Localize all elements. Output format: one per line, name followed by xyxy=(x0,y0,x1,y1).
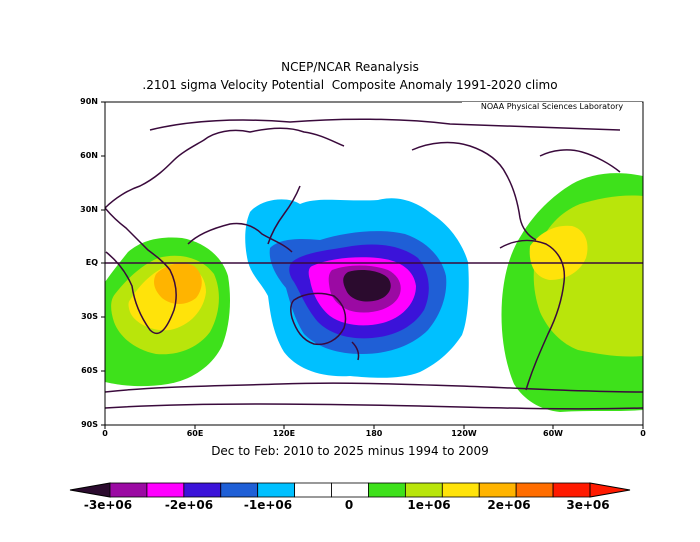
colorbar-label-pos1: 1e+06 xyxy=(407,498,451,512)
colorbar-swatch xyxy=(331,482,369,498)
period-label: Dec to Feb: 2010 to 2025 minus 1994 to 2… xyxy=(211,444,489,458)
colorbar-swatch xyxy=(515,482,554,498)
colorbar-swatch xyxy=(441,482,480,498)
colorbar-swatch xyxy=(220,482,259,498)
coastlines xyxy=(105,118,643,410)
colorbar-swatch xyxy=(294,482,332,498)
colorbar-high-arrow xyxy=(589,482,631,498)
colorbar-swatch xyxy=(404,482,443,498)
anomaly-contour-pos-americas3 xyxy=(529,225,588,280)
anomaly-contour-pos-africa4 xyxy=(154,263,202,304)
colorbar-swatch xyxy=(146,482,185,498)
colorbar-label-pos2: 2e+06 xyxy=(487,498,531,512)
colorbar-label-neg1: -1e+06 xyxy=(243,498,293,512)
lat-label-30n: 30N xyxy=(80,205,98,214)
lat-label-eq: EQ xyxy=(85,258,98,267)
colorbar-swatch xyxy=(368,482,406,498)
lon-label-60e: 60E xyxy=(186,429,204,438)
lon-label-0-east: 0 xyxy=(640,429,646,438)
colorbar-swatch xyxy=(552,482,591,498)
lat-label-90s: 90S xyxy=(81,420,98,429)
colorbar-swatch xyxy=(183,482,222,498)
colorbar-low-arrow xyxy=(69,482,111,498)
colorbar-swatch xyxy=(257,482,296,498)
lon-label-0: 0 xyxy=(102,429,108,438)
credit-label: NOAA Physical Sciences Laboratory xyxy=(462,102,642,112)
tick-marks xyxy=(101,101,644,429)
lat-label-30s: 30S xyxy=(81,312,98,321)
colorbar-label-pos3: 3e+06 xyxy=(566,498,610,512)
colorbar-swatch xyxy=(109,482,148,498)
colorbar-label-neg2: -2e+06 xyxy=(164,498,214,512)
lon-label-60w: 60W xyxy=(543,429,563,438)
lon-label-180: 180 xyxy=(365,429,383,438)
lat-label-90n: 90N xyxy=(80,97,98,106)
colorbar-label-zero: 0 xyxy=(344,498,354,512)
colorbar-swatch xyxy=(478,482,517,498)
lon-label-120e: 120E xyxy=(272,429,296,438)
anomaly-contour-neg6 xyxy=(343,270,391,302)
lon-label-120w: 120W xyxy=(451,429,477,438)
colorbar-label-neg3: -3e+06 xyxy=(83,498,133,512)
map-subtitle: .2101 sigma Velocity Potential Composite… xyxy=(142,78,558,92)
map-title: NCEP/NCAR Reanalysis xyxy=(281,60,419,74)
lat-label-60s: 60S xyxy=(81,366,98,375)
lat-label-60n: 60N xyxy=(80,151,98,160)
